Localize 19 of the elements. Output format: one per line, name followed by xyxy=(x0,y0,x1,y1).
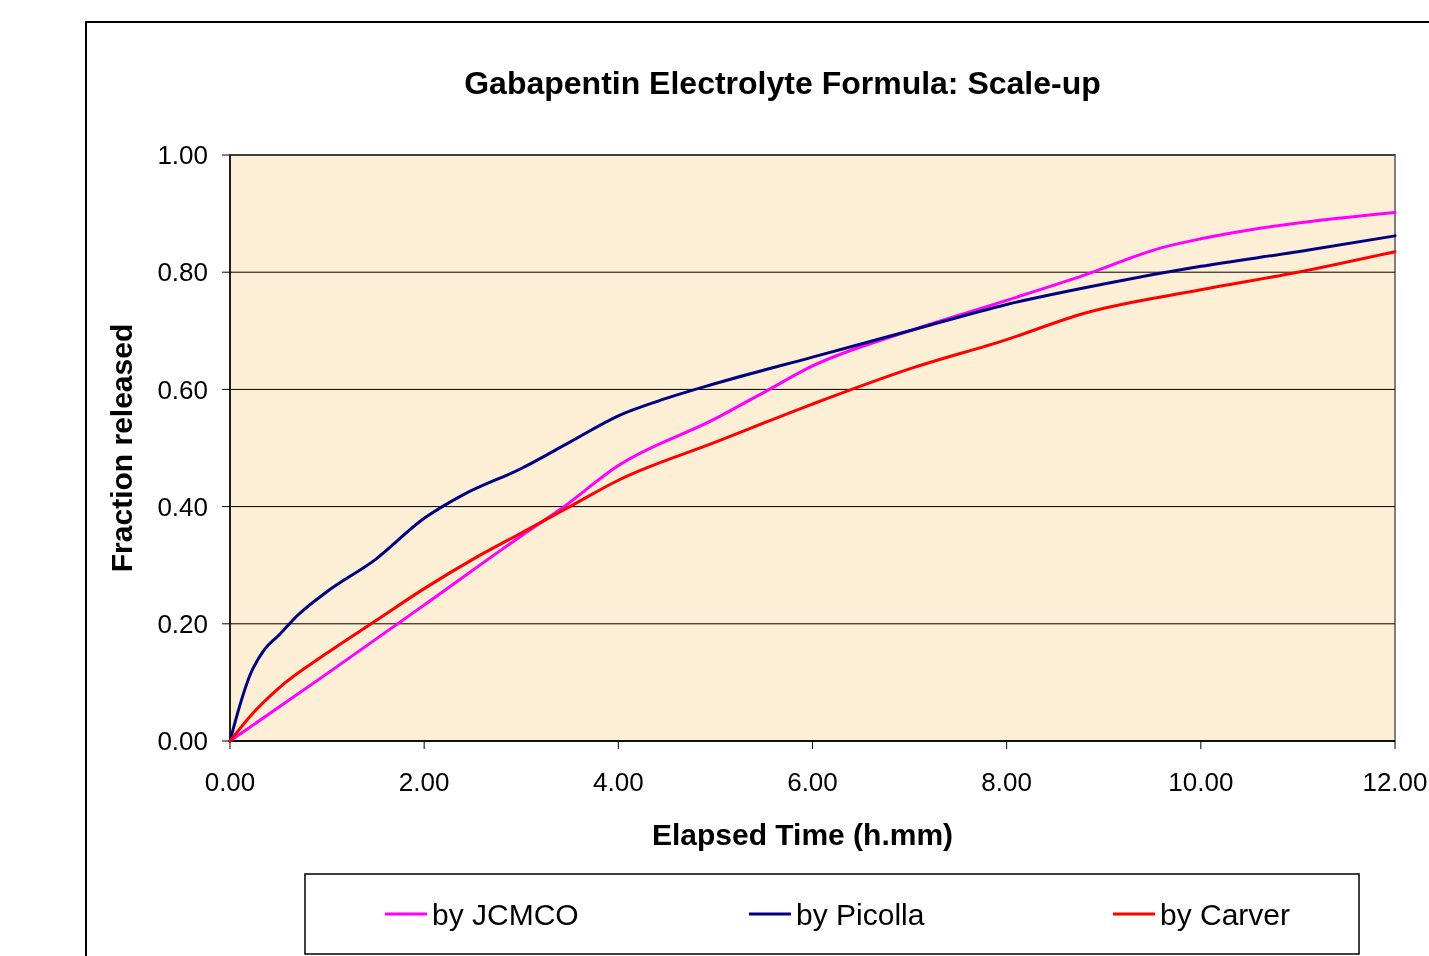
legend-label: by Picolla xyxy=(796,897,925,931)
x-tick-label: 6.00 xyxy=(787,767,838,797)
y-tick-label: 0.60 xyxy=(157,374,208,405)
y-tick-label: 0.40 xyxy=(157,491,208,522)
x-tick-label: 4.00 xyxy=(593,767,644,797)
legend-label: by JCMCO xyxy=(432,897,579,931)
y-tick-label: 0.00 xyxy=(157,726,208,757)
x-tick-label: 12.00 xyxy=(1362,767,1428,797)
x-tick-label: 10.00 xyxy=(1168,767,1234,797)
x-tick-label: 8.00 xyxy=(981,767,1032,797)
x-tick-label: 0.00 xyxy=(204,767,256,797)
y-tick-label: 0.20 xyxy=(157,608,208,639)
legend-label: by Carver xyxy=(1160,897,1291,931)
chart-title: Gabapentin Electrolyte Formula: Scale-up xyxy=(464,65,1101,101)
y-tick-label: 0.80 xyxy=(157,257,208,288)
y-axis-title: Fraction released xyxy=(105,323,138,573)
x-tick-label: 2.00 xyxy=(398,767,450,797)
x-axis-title: Elapsed Time (h.mm) xyxy=(651,818,954,851)
y-tick-label: 1.00 xyxy=(157,140,208,171)
